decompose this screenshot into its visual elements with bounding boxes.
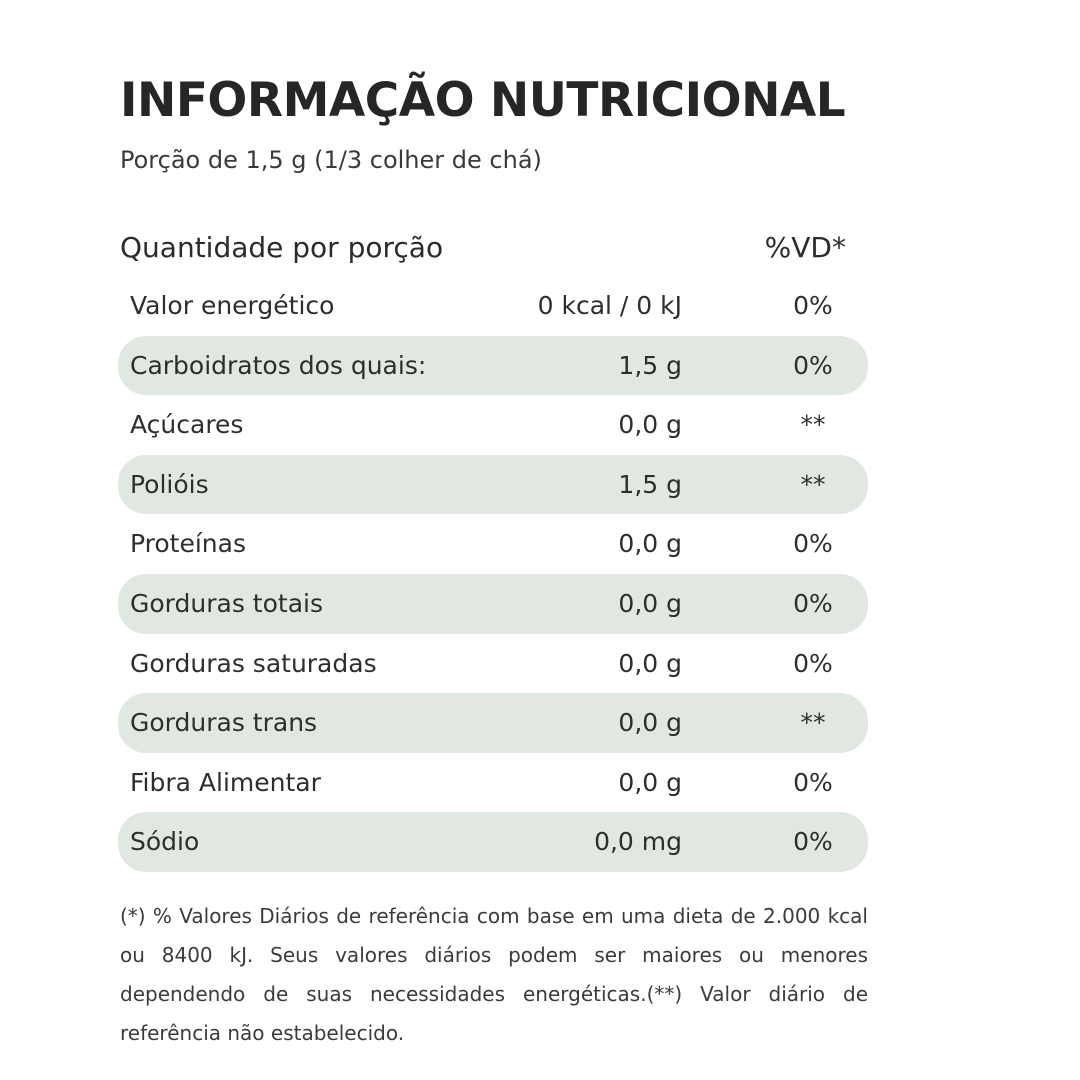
nutrient-row: Valor energético 0 kcal / 0 kJ 0%: [118, 276, 868, 336]
nutrition-facts-panel: INFORMAÇÃO NUTRICIONAL Porção de 1,5 g (…: [118, 0, 868, 1080]
nutrient-name: Fibra Alimentar: [130, 767, 321, 797]
nutrient-vd: 0%: [793, 588, 833, 618]
nutrient-name: Polióis: [130, 469, 209, 499]
nutrient-name: Gorduras trans: [130, 708, 318, 738]
nutrient-amount: 0,0 mg: [594, 827, 682, 857]
nutrient-amount: 0,0 g: [618, 767, 682, 797]
nutrient-name: Valor energético: [130, 291, 335, 320]
nutrient-amount: 1,5 g: [618, 350, 682, 380]
nutrient-name: Sódio: [130, 827, 200, 857]
nutrient-vd: 0%: [793, 291, 833, 320]
nutrient-row: Carboidratos dos quais: 1,5 g 0%: [118, 335, 868, 396]
table-header: Quantidade por porção %VD*: [118, 226, 868, 270]
nutrient-rows: Valor energético 0 kcal / 0 kJ 0% Carboi…: [118, 276, 868, 872]
nutrient-row: Gorduras saturadas 0,0 g 0%: [118, 634, 868, 694]
nutrient-vd: 0%: [793, 827, 833, 857]
nutrient-amount: 0,0 g: [618, 588, 682, 618]
footnote: (*) % Valores Diários de referência com …: [120, 904, 868, 1045]
nutrient-vd: 0%: [793, 529, 833, 559]
nutrient-row: Gorduras totais 0,0 g 0%: [118, 573, 868, 634]
nutrient-row: Açúcares 0,0 g **: [118, 395, 868, 455]
nutrient-row: Proteínas 0,0 g 0%: [118, 514, 868, 574]
nutrient-name: Gorduras saturadas: [130, 648, 377, 678]
nutrient-name: Proteínas: [130, 529, 246, 559]
nutrient-row: Fibra Alimentar 0,0 g 0%: [118, 753, 868, 813]
nutrient-vd: 0%: [793, 767, 833, 797]
nutrient-name: Gorduras totais: [130, 588, 323, 618]
nutrient-amount: 0,0 g: [618, 708, 682, 738]
nutrient-amount: 0 kcal / 0 kJ: [537, 291, 682, 320]
nutrient-vd: **: [800, 469, 826, 499]
header-vd-label: %VD*: [764, 231, 846, 264]
nutrient-row: Sódio 0,0 mg 0%: [118, 812, 868, 872]
nutrient-amount: 1,5 g: [618, 469, 682, 499]
nutrient-amount: 0,0 g: [618, 648, 682, 678]
nutrient-row: Gorduras trans 0,0 g **: [118, 693, 868, 753]
nutrient-vd: 0%: [793, 350, 833, 380]
nutrient-vd: **: [800, 708, 826, 738]
nutrient-amount: 0,0 g: [618, 410, 682, 440]
nutrient-vd: 0%: [793, 648, 833, 678]
nutrient-amount: 0,0 g: [618, 529, 682, 559]
nutrient-vd: **: [800, 410, 826, 440]
nutrient-name: Açúcares: [130, 410, 244, 440]
serving-size: Porção de 1,5 g (1/3 colher de chá): [120, 146, 542, 174]
nutrient-name: Carboidratos dos quais:: [130, 350, 427, 380]
nutrient-row: Polióis 1,5 g **: [118, 454, 868, 515]
header-quantity-label: Quantidade por porção: [120, 231, 444, 264]
page-title: INFORMAÇÃO NUTRICIONAL: [120, 73, 846, 128]
